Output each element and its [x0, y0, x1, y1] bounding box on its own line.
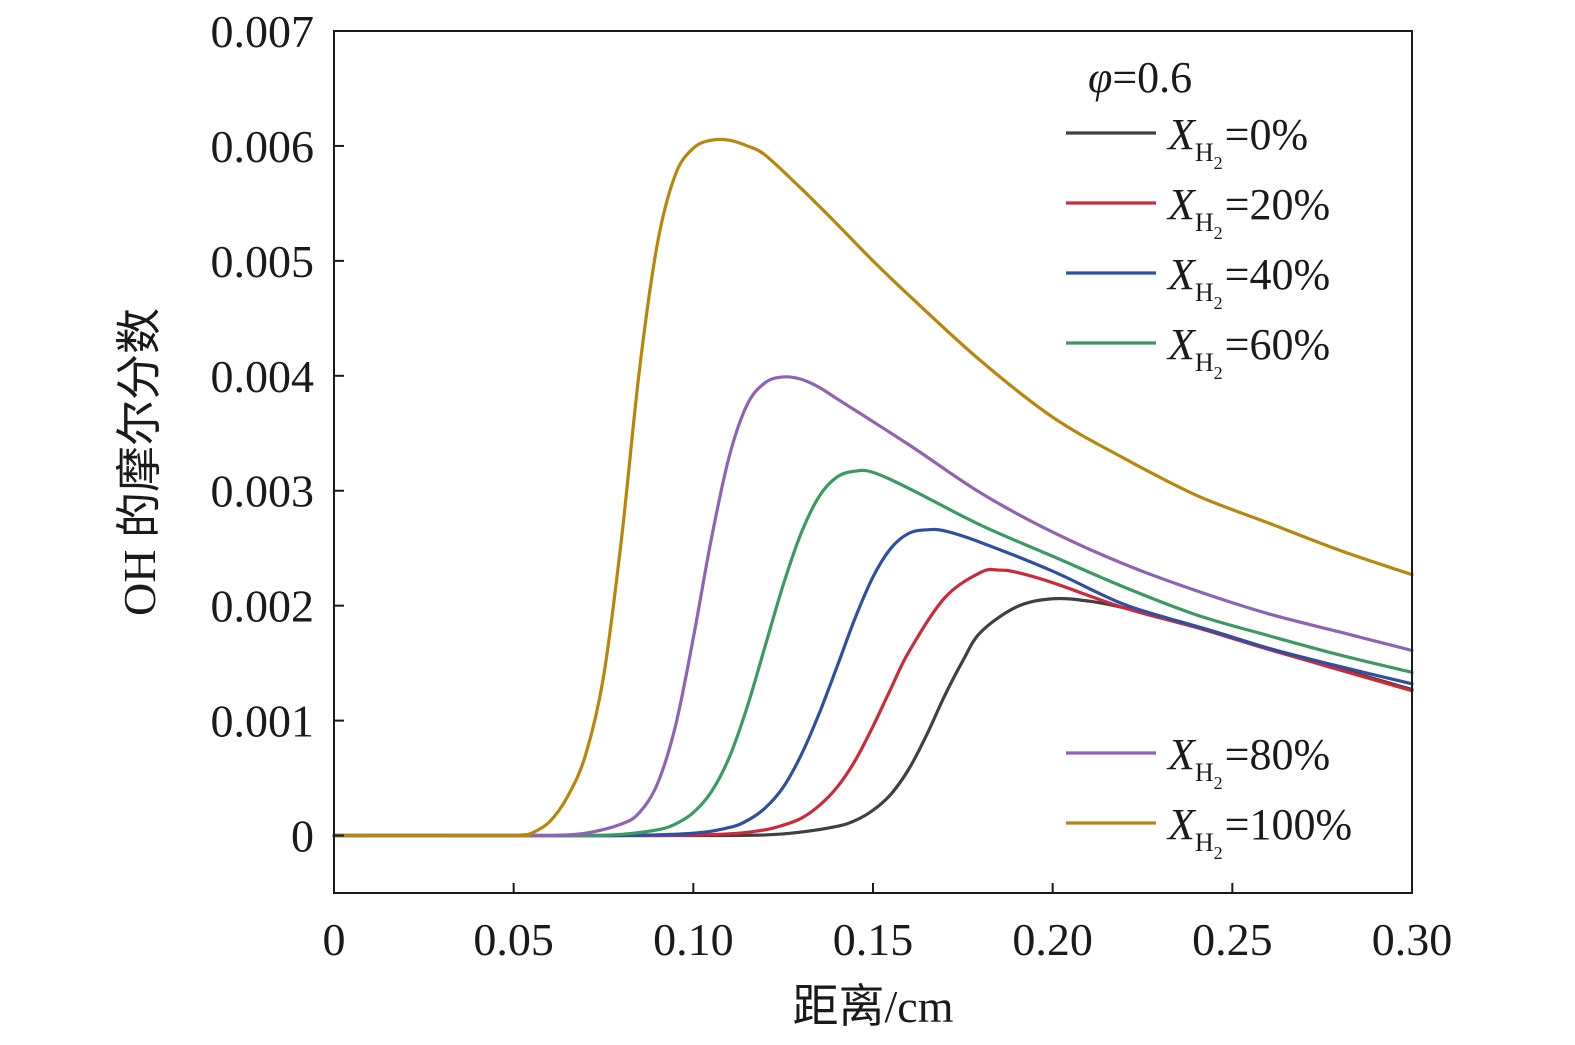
- x-axis-title: 距离/cm: [793, 981, 954, 1032]
- legend-label-3: XH2=60%: [1166, 320, 1330, 383]
- plot-lines: [332, 137, 1414, 838]
- x-tick-label: 0.05: [473, 914, 554, 965]
- y-tick-label: 0.001: [211, 696, 315, 747]
- legend-label-5: XH2=100%: [1166, 800, 1352, 863]
- x-tick-label: 0.25: [1192, 914, 1273, 965]
- series-line-2: [332, 527, 1414, 838]
- y-tick-label: 0.005: [211, 236, 315, 287]
- y-tick-label: 0.004: [211, 351, 315, 402]
- series-line-3: [332, 468, 1414, 838]
- x-tick-label: 0: [323, 914, 346, 965]
- x-tick-label: 0.20: [1012, 914, 1093, 965]
- legend-header: φ=0.6: [1088, 53, 1192, 102]
- y-tick-label: 0.007: [211, 6, 315, 57]
- y-tick-label: 0: [291, 811, 314, 862]
- x-tick-label: 0.30: [1372, 914, 1453, 965]
- x-tick-label: 0.10: [653, 914, 734, 965]
- y-tick-label: 0.002: [211, 581, 315, 632]
- series-line-4: [332, 375, 1414, 838]
- legend: φ=0.6 XH2=0% XH2=20% XH2=40% XH2=60% XH2=80% X…: [1066, 53, 1352, 863]
- legend-label-2: XH2=40%: [1166, 250, 1330, 313]
- x-axis: 0 0.05 0.10 0.15 0.20 0.25 0.30: [323, 883, 1453, 965]
- series-line-1: [332, 567, 1414, 838]
- series-line-5: [332, 137, 1414, 838]
- y-tick-label: 0.006: [211, 121, 315, 172]
- y-axis: 0 0.001 0.002 0.003 0.004 0.005 0.006 0.007: [211, 6, 344, 862]
- y-axis-title: OH 的摩尔分数: [114, 308, 165, 616]
- legend-label-1: XH2=20%: [1166, 180, 1330, 243]
- legend-label-4: XH2=80%: [1166, 730, 1330, 793]
- y-tick-label: 0.003: [211, 466, 315, 517]
- legend-label-0: XH2=0%: [1166, 110, 1308, 173]
- x-tick-label: 0.15: [833, 914, 914, 965]
